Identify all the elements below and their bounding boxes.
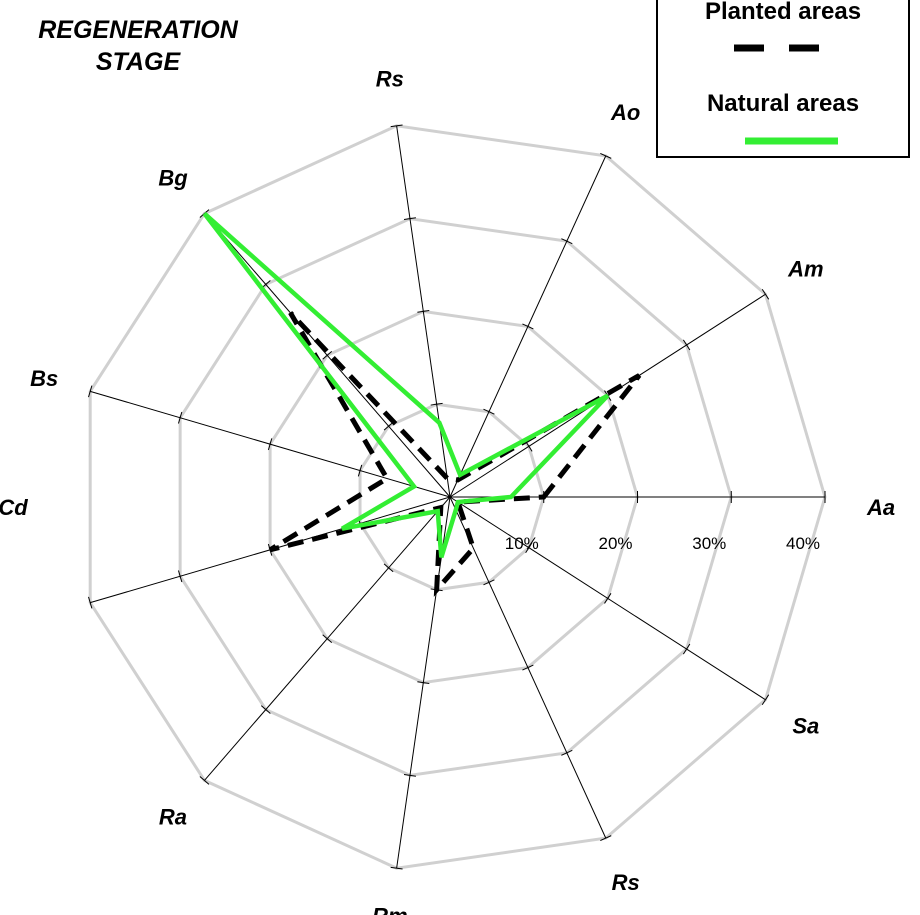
axis-tick xyxy=(88,596,93,609)
axis-tick xyxy=(561,238,573,245)
chart-title: REGENERATION STAGE xyxy=(38,16,238,76)
axis-tick xyxy=(417,681,430,684)
axis-tick xyxy=(383,563,394,573)
axis-tick xyxy=(383,421,394,431)
category-label: Am xyxy=(787,256,823,281)
category-label: Rs xyxy=(376,66,404,91)
radar-labels: Aa Am Ao Rs Bg Bs Cd Ra Rm Rs Sa 10% 20% 30% 40% xyxy=(0,66,895,915)
legend-swatches xyxy=(734,44,838,145)
axis-tick xyxy=(390,124,403,128)
category-label: Cd xyxy=(0,495,28,520)
axis-tick xyxy=(682,339,691,351)
category-label: Ra xyxy=(159,805,187,830)
radar-series xyxy=(202,211,642,597)
legend-label-planted: Planted areas xyxy=(704,0,862,25)
axis-tick xyxy=(600,835,612,842)
axis-tick xyxy=(322,350,333,360)
axis-tick xyxy=(403,217,416,220)
category-label: Bg xyxy=(158,165,188,190)
series-planted-line xyxy=(268,311,642,597)
axis-tick xyxy=(525,542,533,554)
axis-tick xyxy=(522,323,534,330)
category-label: Rm xyxy=(372,904,407,915)
radial-tick-label: 10% xyxy=(505,534,539,553)
axis-tick xyxy=(600,152,612,159)
axis-tick xyxy=(199,776,210,785)
axis-tick xyxy=(483,408,495,415)
axis-tick xyxy=(177,411,183,424)
axis-tick xyxy=(390,866,403,870)
axis-tick xyxy=(260,705,271,714)
axis-tick xyxy=(430,402,443,406)
category-label: Sa xyxy=(792,714,819,739)
axis-tick xyxy=(604,593,612,604)
grid-ring xyxy=(178,217,733,777)
category-label: Aa xyxy=(866,495,895,520)
radial-tick-label: 20% xyxy=(598,534,632,553)
axis-tick xyxy=(417,310,430,313)
axis-tick xyxy=(761,288,770,300)
legend-label-natural: Natural areas xyxy=(706,90,860,117)
legend: Planted areas Natural areas xyxy=(656,0,910,158)
axis-tick xyxy=(522,664,534,671)
axis-tick xyxy=(682,643,691,655)
axis-tick xyxy=(322,634,333,644)
radial-tick-label: 40% xyxy=(786,534,820,553)
axis-tick xyxy=(357,464,363,477)
category-label: Rs xyxy=(612,870,640,895)
axis-tick xyxy=(483,579,495,586)
radial-tick-label: 30% xyxy=(692,534,726,553)
category-label: Bs xyxy=(30,366,58,391)
axis-tick xyxy=(761,694,770,706)
axis-tick xyxy=(177,570,183,583)
grid-ring xyxy=(88,124,827,870)
series-natural-line xyxy=(202,211,610,558)
grid-ring xyxy=(268,309,640,685)
radar-axes xyxy=(88,124,826,870)
axis-tick xyxy=(561,749,573,756)
axis-tick xyxy=(267,438,273,451)
axis-tick xyxy=(88,385,93,398)
axis-tick xyxy=(403,774,416,777)
category-label: Ao xyxy=(610,100,640,125)
